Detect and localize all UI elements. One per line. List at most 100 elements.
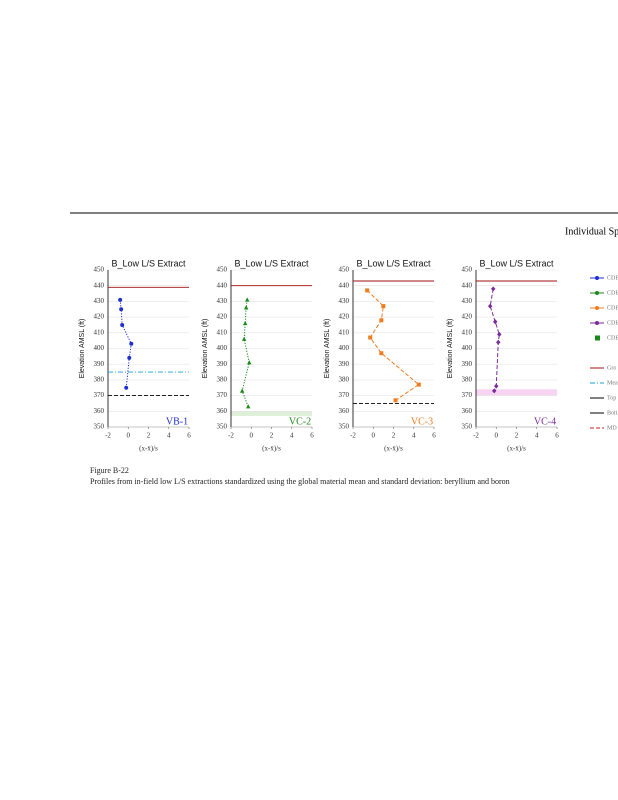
data-point <box>393 398 398 403</box>
figure-text: Profiles from in-field low L/S extractio… <box>90 477 510 486</box>
data-point <box>365 288 370 293</box>
caption: Figure B-22 Profiles from in-field low L… <box>90 465 580 487</box>
legend-label: Mea <box>607 380 618 386</box>
legend-label: Bott <box>607 410 618 416</box>
data-point <box>127 355 132 360</box>
data-point <box>379 351 384 356</box>
data-point <box>494 383 499 389</box>
y-tick-label: 420 <box>94 313 105 321</box>
y-tick-label: 440 <box>339 281 350 289</box>
chart-title: B_Low L/S Extract <box>111 258 186 268</box>
data-point <box>379 318 384 323</box>
legend-label: CDB <box>607 320 618 326</box>
x-axis-label: (x-x̄)/s <box>262 445 281 453</box>
data-point <box>491 286 496 292</box>
data-point <box>242 320 248 326</box>
y-tick-label: 400 <box>339 344 350 352</box>
legend-label: CDB <box>607 275 618 281</box>
data-point <box>381 304 386 309</box>
legend-label: CDB <box>607 335 618 341</box>
chart-title: B_Low L/S Extract <box>356 258 431 268</box>
data-point <box>243 305 249 310</box>
y-tick-label: 430 <box>94 297 105 305</box>
x-tick-label: 6 <box>555 432 559 440</box>
legend-marker <box>595 321 599 325</box>
legend-label: CDB <box>607 290 618 296</box>
x-axis-label: (x-x̄)/s <box>384 445 403 453</box>
chart-label: VC-3 <box>411 416 433 427</box>
series-line <box>489 288 500 392</box>
legend-label: CDB <box>607 305 618 311</box>
x-tick-label: 0 <box>495 432 499 440</box>
data-point <box>416 382 421 387</box>
y-tick-label: 450 <box>462 266 473 274</box>
chart-label: VC-4 <box>534 416 556 427</box>
y-tick-label: 420 <box>462 313 473 321</box>
y-tick-label: 450 <box>339 266 350 274</box>
data-point <box>493 319 498 325</box>
y-tick-label: 360 <box>217 407 228 415</box>
x-tick-label: -2 <box>350 432 356 440</box>
data-point <box>118 297 123 302</box>
data-point <box>129 341 134 346</box>
y-axis-label: Elevation AMSL (ft) <box>79 319 86 379</box>
y-tick-label: 360 <box>94 407 105 415</box>
chart-label: VB-1 <box>166 416 188 427</box>
x-tick-label: -2 <box>105 432 111 440</box>
x-tick-label: 4 <box>412 432 416 440</box>
y-tick-label: 410 <box>462 328 473 336</box>
x-tick-label: 4 <box>290 432 294 440</box>
data-point <box>241 336 247 341</box>
x-tick-label: -2 <box>228 432 234 440</box>
x-tick-label: -2 <box>473 432 479 440</box>
y-tick-label: 350 <box>462 423 473 431</box>
chart-label: VC-2 <box>289 416 311 427</box>
data-point <box>120 322 125 327</box>
y-tick-label: 370 <box>94 391 105 399</box>
y-axis-label: Elevation AMSL (ft) <box>447 319 454 379</box>
legend-label: Gro <box>607 365 616 371</box>
legend-marker <box>595 276 599 280</box>
y-tick-label: 430 <box>339 297 350 305</box>
band <box>476 389 557 396</box>
x-tick-label: 6 <box>187 432 191 440</box>
y-tick-label: 400 <box>462 344 473 352</box>
y-tick-label: 380 <box>339 376 350 384</box>
y-tick-label: 410 <box>217 328 228 336</box>
y-tick-label: 380 <box>217 376 228 384</box>
data-point <box>487 303 493 309</box>
y-tick-label: 440 <box>217 281 228 289</box>
x-tick-label: 2 <box>147 432 151 440</box>
x-axis-label: (x-x̄)/s <box>507 445 526 453</box>
chart-title: B_Low L/S Extract <box>234 258 309 268</box>
x-tick-label: 6 <box>432 432 436 440</box>
series-line <box>119 299 132 388</box>
y-tick-label: 350 <box>94 423 105 431</box>
y-tick-label: 420 <box>339 313 350 321</box>
y-tick-label: 390 <box>462 360 473 368</box>
legend-label: MD <box>607 425 617 431</box>
y-tick-label: 440 <box>94 281 105 289</box>
y-tick-label: 410 <box>94 328 105 336</box>
y-axis-label: Elevation AMSL (ft) <box>324 319 331 379</box>
y-tick-label: 450 <box>217 266 228 274</box>
data-point <box>124 385 129 390</box>
y-tick-label: 350 <box>339 423 350 431</box>
y-tick-label: 370 <box>217 391 228 399</box>
data-point <box>247 360 252 365</box>
y-tick-label: 390 <box>217 360 228 368</box>
data-point <box>492 388 497 394</box>
y-tick-label: 390 <box>339 360 350 368</box>
y-tick-label: 390 <box>94 360 105 368</box>
series-line <box>366 290 420 401</box>
x-tick-label: 4 <box>167 432 171 440</box>
data-point <box>246 404 251 409</box>
y-tick-label: 430 <box>217 297 228 305</box>
y-tick-label: 370 <box>462 391 473 399</box>
x-tick-label: 2 <box>270 432 274 440</box>
x-tick-label: 0 <box>372 432 376 440</box>
x-tick-label: 6 <box>310 432 314 440</box>
y-tick-label: 430 <box>462 297 473 305</box>
